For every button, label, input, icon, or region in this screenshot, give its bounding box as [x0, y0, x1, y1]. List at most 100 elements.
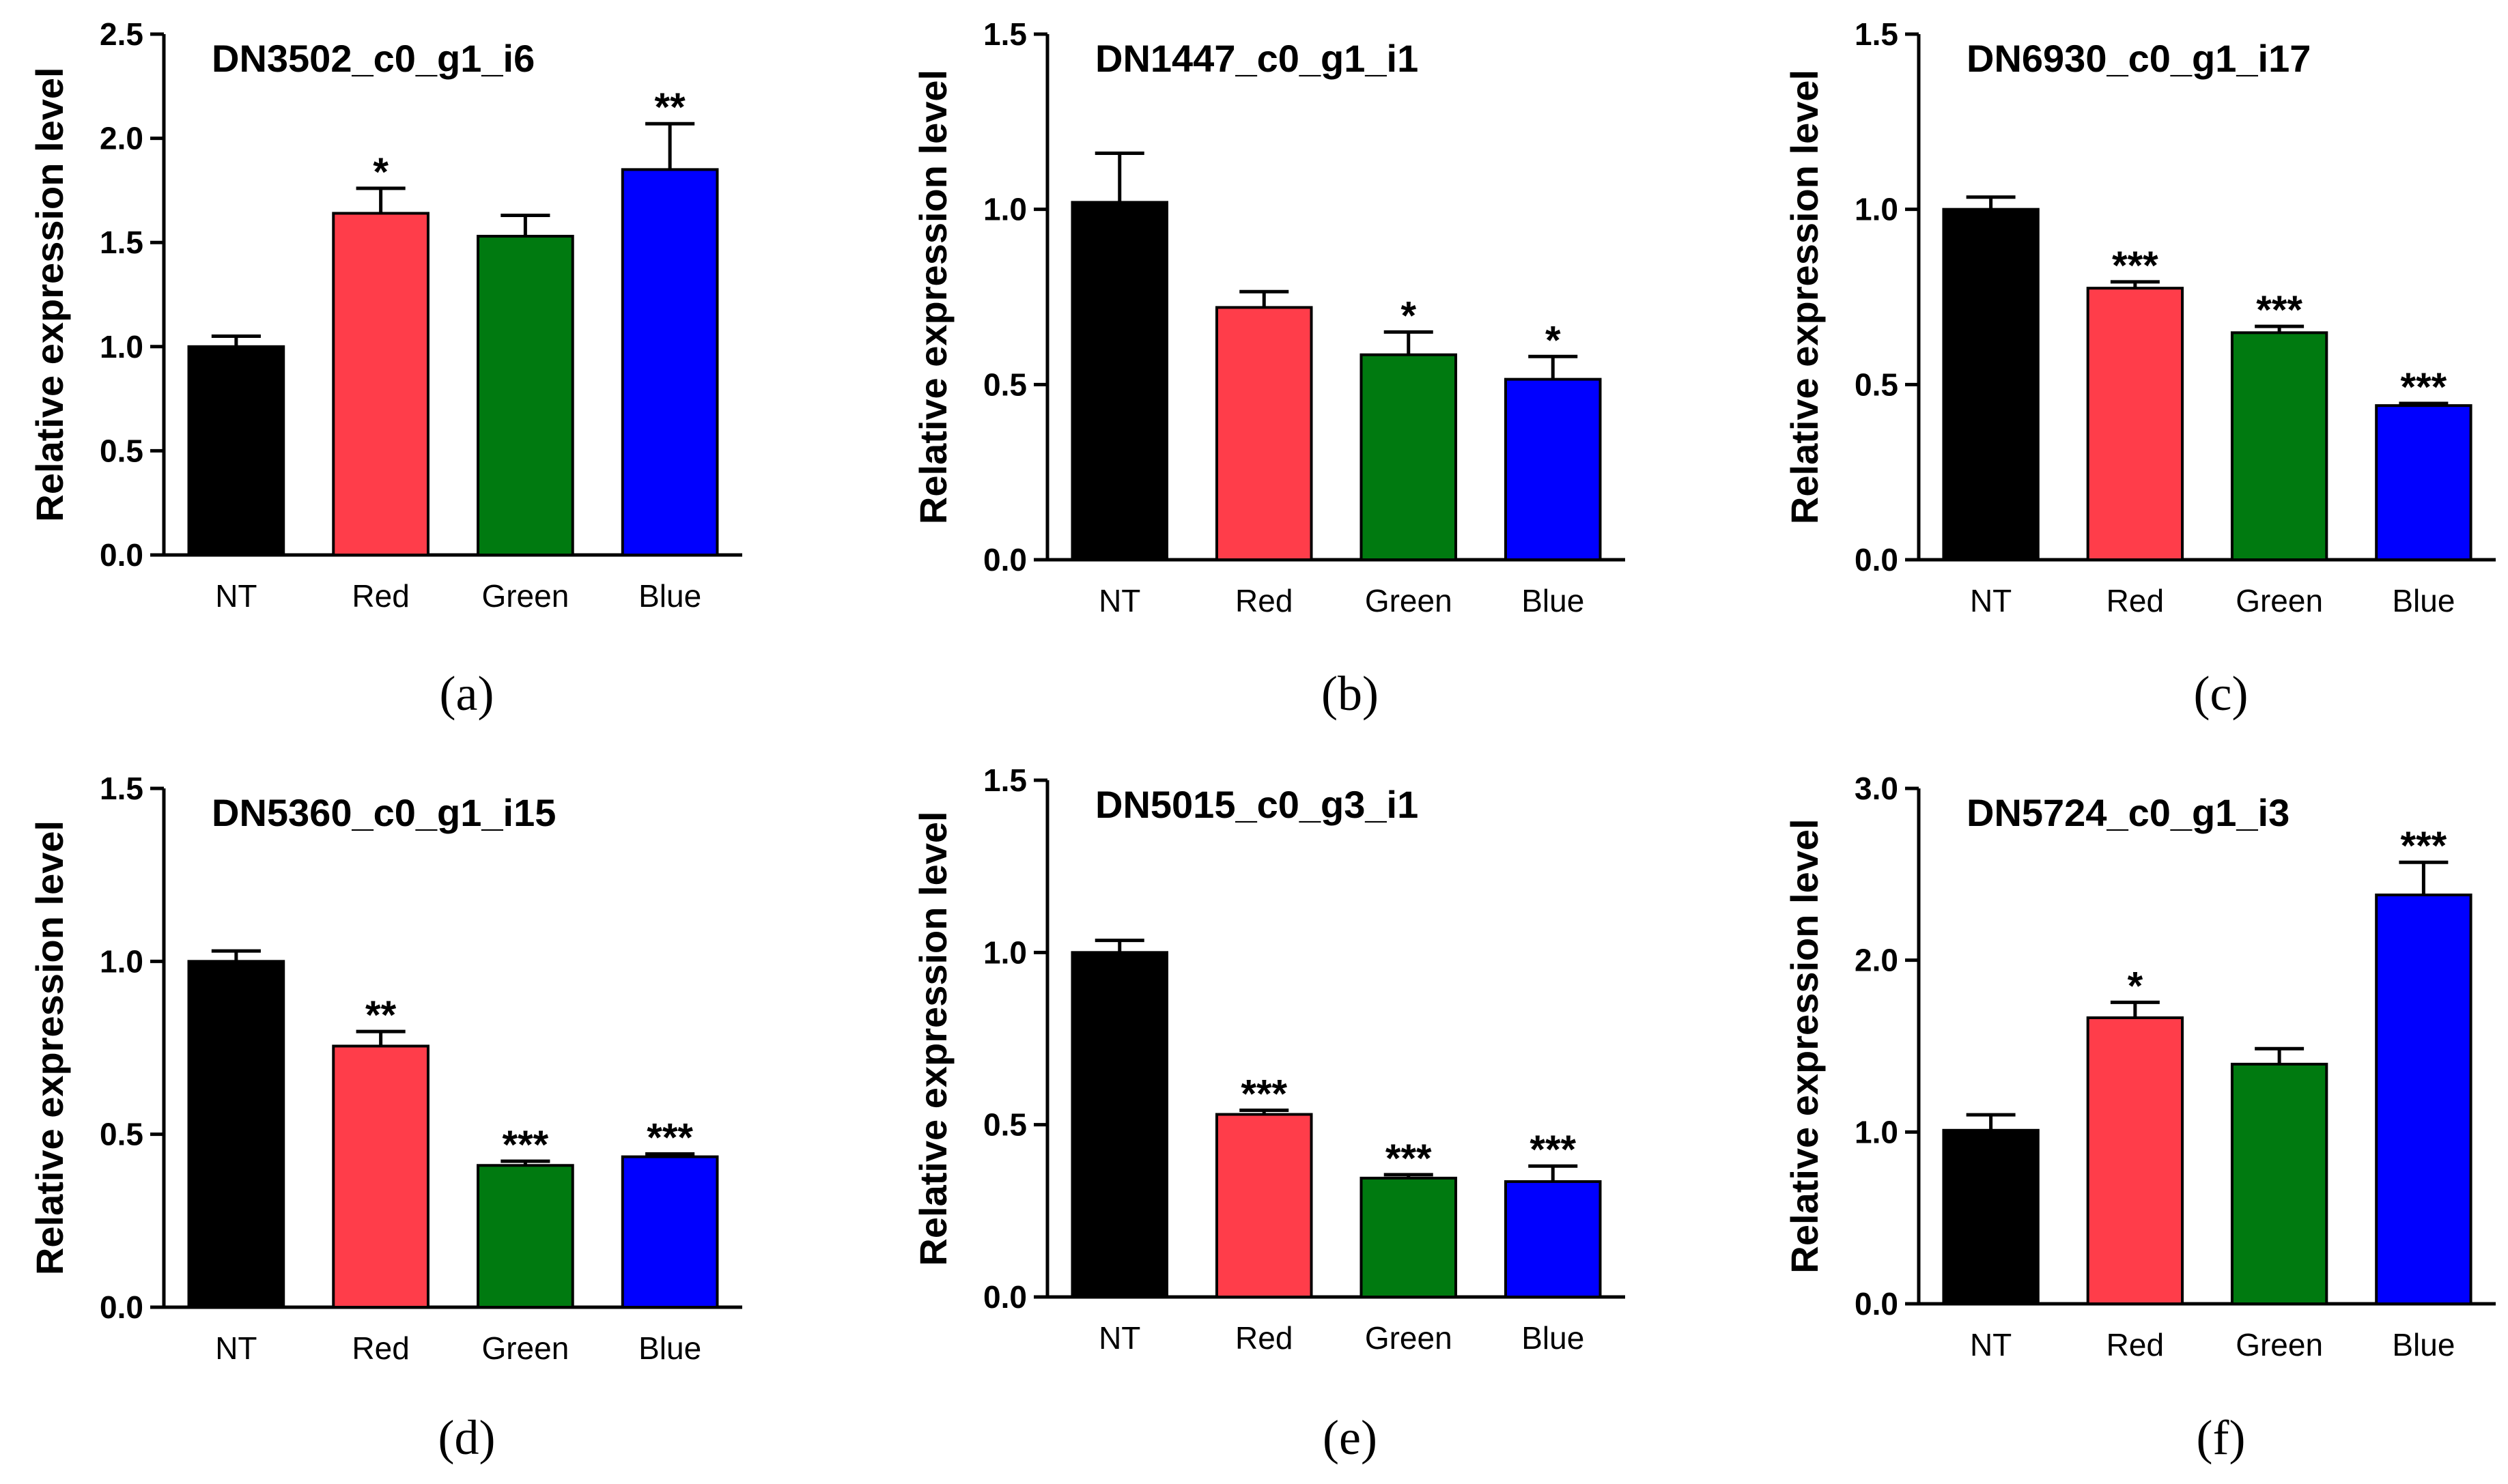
x-tick-label: Green	[2236, 1327, 2323, 1362]
significance-label: *	[1545, 318, 1561, 362]
chart-panel-e: 0.0 0.5 1.0 1.5 Relative expression level DN5…	[912, 762, 1625, 1465]
bar-nt	[1942, 208, 2040, 561]
chart-panel-d: 0.0 0.5 1.0 1.5 Relative expression level DN5…	[28, 771, 742, 1465]
chart-title: DN6930_c0_g1_i17	[1967, 37, 2311, 80]
y-tick-label: 0.5	[100, 433, 143, 468]
bar-nt	[1942, 1128, 2040, 1305]
chart-title: DN3502_c0_g1_i6	[212, 37, 535, 80]
chart-title: DN5360_c0_g1_i15	[212, 791, 556, 834]
panel-label: (a)	[440, 666, 494, 721]
y-tick-label: 0.0	[100, 537, 143, 573]
x-tick-label: Red	[352, 1330, 409, 1366]
y-tick-label: 0.0	[1855, 542, 1898, 577]
y-tick-label: 1.0	[100, 943, 143, 979]
panel-label: (d)	[438, 1410, 496, 1465]
panel-label: (b)	[1321, 666, 1379, 721]
y-tick-label: 1.5	[100, 225, 143, 260]
x-tick-label: Red	[2107, 583, 2164, 618]
y-tick-label: 0.5	[983, 367, 1027, 402]
chart-panel-f: 0.0 1.0 2.0 3.0 Relative expression level DN5…	[1783, 771, 2496, 1465]
bar-green	[1359, 353, 1458, 561]
y-tick-label: 1.5	[983, 762, 1027, 798]
y-tick-label: 0.0	[100, 1289, 143, 1325]
y-tick-label: 0.0	[983, 1279, 1027, 1315]
x-tick-label: Blue	[1521, 583, 1584, 618]
significance-label: *	[373, 150, 389, 195]
x-tick-label: NT	[1970, 1327, 2012, 1362]
y-tick-label: 3.0	[1855, 771, 1898, 806]
x-tick-label: Red	[2107, 1327, 2164, 1362]
significance-label: ***	[2401, 824, 2447, 868]
significance-label: ***	[2256, 288, 2302, 332]
bar-nt	[187, 345, 285, 556]
panel-label: (f)	[2197, 1410, 2246, 1465]
significance-label: ***	[647, 1116, 693, 1160]
bar-red	[2086, 1016, 2184, 1305]
y-tick-label: 0.5	[100, 1117, 143, 1152]
y-axis-label: Relative expression level	[912, 70, 955, 524]
x-tick-label: NT	[1099, 583, 1140, 618]
bar-red	[2086, 287, 2184, 561]
x-tick-label: Green	[1365, 583, 1452, 618]
bar-blue	[1504, 1180, 1602, 1298]
x-tick-label: Green	[1365, 1320, 1452, 1356]
x-tick-label: Blue	[1521, 1320, 1584, 1356]
x-tick-label: Blue	[2392, 583, 2455, 618]
significance-label: *	[1400, 294, 1416, 338]
chart-panel-b: 0.0 0.5 1.0 1.5 Relative expression level DN1…	[912, 16, 1625, 721]
significance-label: ***	[1385, 1137, 1432, 1181]
bar-red	[1215, 306, 1313, 561]
significance-label: *	[2128, 964, 2143, 1008]
y-tick-label: 1.0	[1855, 1114, 1898, 1150]
bar-blue	[1504, 377, 1602, 562]
bar-green	[2230, 1062, 2328, 1306]
y-tick-label: 1.5	[100, 771, 143, 806]
significance-label: ***	[2401, 365, 2447, 410]
y-tick-label: 0.5	[1855, 367, 1898, 402]
significance-label: ***	[1241, 1072, 1287, 1116]
significance-label: ***	[2112, 244, 2158, 288]
significance-label: ***	[1530, 1128, 1576, 1172]
bar-green	[477, 235, 574, 556]
bar-nt	[187, 960, 285, 1309]
bar-red	[332, 212, 429, 556]
y-tick-label: 1.0	[100, 329, 143, 365]
y-tick-label: 1.5	[983, 16, 1027, 52]
bar-blue	[2375, 404, 2472, 562]
chart-title: DN1447_c0_g1_i1	[1095, 37, 1418, 80]
x-tick-label: NT	[1099, 1320, 1140, 1356]
bar-red	[1215, 1113, 1313, 1298]
x-tick-label: Green	[2236, 583, 2323, 618]
x-tick-label: NT	[215, 578, 257, 614]
bar-blue	[621, 168, 719, 556]
y-tick-label: 0.0	[983, 542, 1027, 577]
bar-nt	[1071, 201, 1169, 561]
y-tick-label: 0.5	[983, 1107, 1027, 1143]
y-tick-label: 1.5	[1855, 16, 1898, 52]
y-axis-label: Relative expression level	[1783, 818, 1826, 1273]
x-tick-label: Red	[1235, 1320, 1293, 1356]
significance-label: ***	[503, 1123, 549, 1167]
y-tick-label: 2.0	[100, 121, 143, 156]
significance-label: **	[655, 85, 686, 130]
y-axis-label: Relative expression level	[912, 811, 955, 1266]
x-tick-label: Red	[1235, 583, 1293, 618]
panel-label: (e)	[1323, 1410, 1377, 1465]
x-tick-label: NT	[215, 1330, 257, 1366]
y-tick-label: 2.0	[1855, 943, 1898, 978]
y-axis-label: Relative expression level	[1783, 70, 1826, 524]
bar-green	[2230, 331, 2328, 561]
bar-blue	[2375, 894, 2472, 1305]
y-axis-label: Relative expression level	[28, 821, 71, 1275]
panel-label: (c)	[2194, 666, 2249, 721]
bar-green	[477, 1164, 574, 1309]
bar-green	[1359, 1176, 1458, 1299]
bar-nt	[1071, 951, 1169, 1299]
chart-title: DN5015_c0_g3_i1	[1095, 783, 1418, 826]
x-tick-label: Blue	[638, 1330, 701, 1366]
chart-panel-c: 0.0 0.5 1.0 1.5 Relative expression level DN6…	[1783, 16, 2496, 721]
y-tick-label: 1.0	[983, 934, 1027, 970]
y-tick-label: 1.0	[983, 192, 1027, 227]
x-tick-label: NT	[1970, 583, 2012, 618]
